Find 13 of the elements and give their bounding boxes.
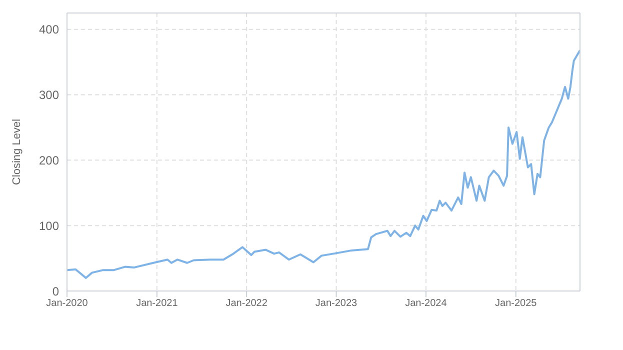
x-tick-label: Jan-2025 — [495, 298, 538, 310]
y-tick-label: 200 — [38, 153, 60, 168]
y-tick-label: 300 — [38, 88, 60, 102]
y-tick-label: 400 — [38, 22, 60, 37]
y-axis-title: Closing Level — [10, 118, 23, 186]
x-tick-label: Jan-2022 — [226, 298, 268, 310]
x-tick-label: Jan-2023 — [315, 298, 358, 310]
x-tick-label: Jan-2020 — [46, 298, 88, 310]
y-tick-label: 100 — [38, 218, 60, 233]
line-series — [67, 49, 580, 279]
x-tick-label: Jan-2021 — [136, 298, 178, 310]
y-tick-label: 0 — [52, 284, 60, 298]
x-tick-label: Jan-2024 — [405, 298, 448, 310]
